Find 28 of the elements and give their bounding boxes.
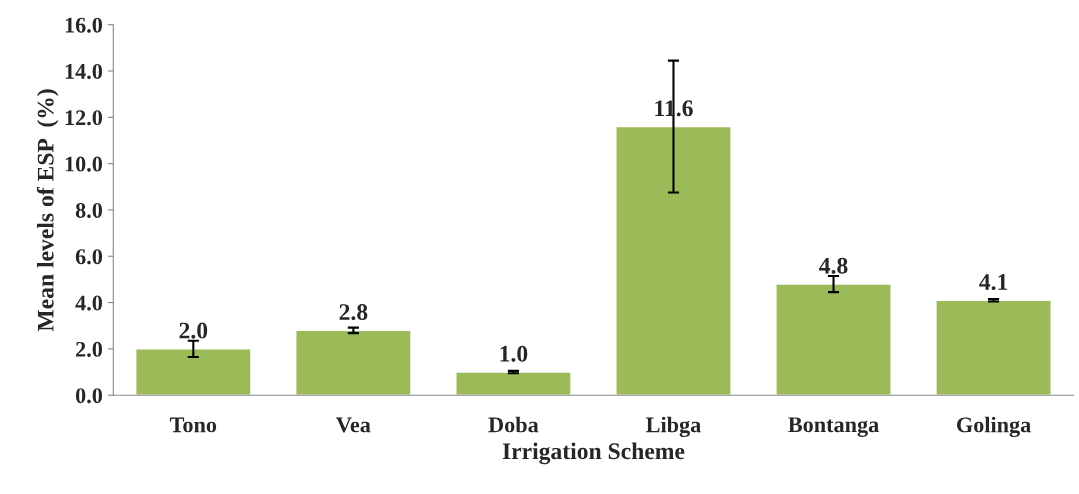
bar <box>455 371 572 396</box>
x-tick-label: Tono <box>169 417 217 433</box>
y-tick-label: 8.0 <box>75 202 103 218</box>
bar <box>295 329 412 396</box>
bar <box>615 125 732 396</box>
bar <box>935 299 1052 396</box>
bar <box>135 348 252 396</box>
data-label: 2.0 <box>179 322 208 339</box>
y-tick-label: 16.0 <box>65 17 103 33</box>
data-label: 4.8 <box>819 257 848 274</box>
data-label: 4.1 <box>979 274 1008 291</box>
y-tick-label: 12.0 <box>65 110 103 126</box>
x-tick-label: Libga <box>646 416 701 438</box>
x-tick-label: Doba <box>488 416 539 433</box>
data-label: 1.0 <box>500 345 528 362</box>
x-tick-label: Vea <box>336 417 371 433</box>
x-axis-title: Irrigation Scheme <box>502 442 685 465</box>
y-tick-label: 2.0 <box>76 341 103 357</box>
bar <box>775 283 892 396</box>
y-tick-label: 10.0 <box>65 156 103 172</box>
y-tick-label: 6.0 <box>75 249 103 265</box>
y-axis-title: Mean levels of ESP (%) <box>36 89 59 332</box>
x-tick-label: Golinga <box>957 416 1031 438</box>
y-tick-label: 0.0 <box>75 388 103 404</box>
x-tick-label: Bontanga <box>788 417 879 437</box>
y-tick-label: 14.0 <box>65 63 103 80</box>
y-tick-label: 4.0 <box>75 295 103 311</box>
data-label: 2.8 <box>339 304 368 321</box>
